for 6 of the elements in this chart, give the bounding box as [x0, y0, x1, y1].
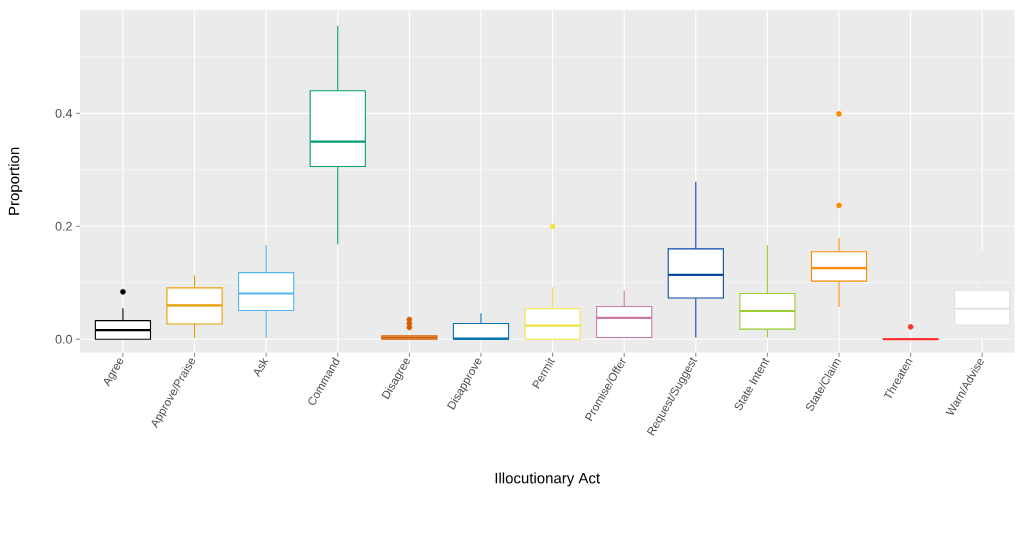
x-tick-label: Ask	[253, 357, 269, 378]
y-axis-title: Proportion	[8, 147, 23, 215]
y-tick-label: 0.2	[55, 222, 72, 231]
y-tick-label: 0.4	[55, 109, 73, 118]
x-axis-title: Illocutionary Act	[495, 472, 600, 487]
y-tick-label: 0.0	[55, 334, 72, 344]
